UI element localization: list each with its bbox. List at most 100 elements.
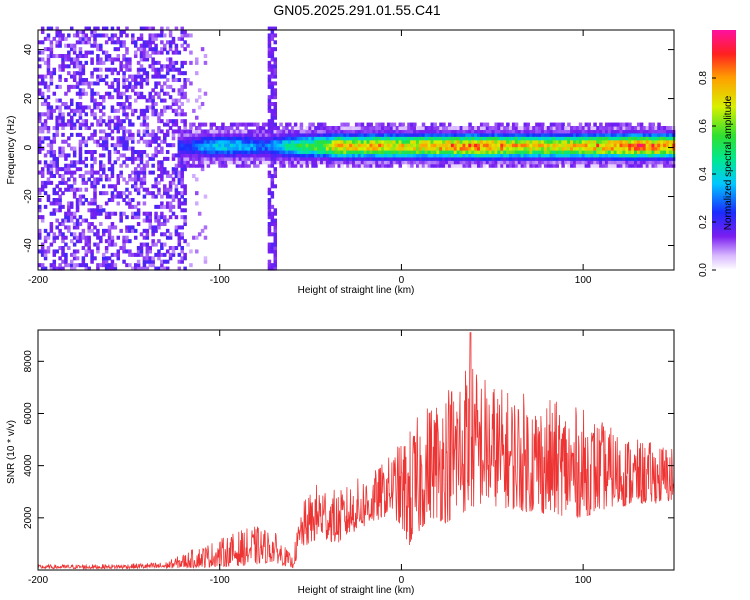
spectrogram-cell: [299, 132, 304, 137]
spectrogram-cell: [215, 150, 219, 155]
spectrogram-cell: [93, 98, 97, 103]
spectrogram-cell: [488, 139, 493, 144]
spectrogram-cell: [58, 222, 62, 227]
spectrogram-cell: [453, 132, 458, 137]
spectrogram-cell: [148, 43, 152, 48]
spectrogram-cell: [101, 146, 106, 151]
spectrogram-cell: [273, 252, 278, 257]
spectrogram-cell: [666, 126, 670, 131]
spectrogram-cell: [113, 143, 118, 148]
spectrogram-cell: [75, 108, 80, 113]
spectrogram-cell: [177, 150, 182, 155]
spectrogram-cell: [439, 132, 443, 137]
spectrogram-cell: [206, 129, 211, 134]
spectrogram-cell: [183, 132, 187, 137]
spectrogram-cell: [288, 136, 292, 141]
spectrogram-cell: [552, 122, 557, 127]
spectrogram-cell: [477, 132, 481, 137]
spectrogram-cell: [305, 163, 309, 168]
spectrogram-cell: [84, 60, 89, 65]
spectrogram-cell: [398, 143, 403, 148]
spectrogram-cell: [139, 150, 144, 155]
spectrogram-cell: [174, 232, 179, 237]
spectrogram-cell: [273, 222, 278, 227]
spectrogram-cell: [398, 132, 403, 137]
spectrogram-cell: [177, 67, 182, 72]
spectrogram-cell: [244, 143, 248, 148]
spectrogram-cell: [113, 122, 118, 127]
spectrogram-cell: [610, 146, 615, 151]
spectrogram-cell: [96, 249, 100, 254]
spectrogram-cell: [90, 201, 94, 206]
spectrogram-cell: [43, 252, 48, 257]
spectrogram-cell: [203, 160, 208, 165]
spectrogram-cell: [372, 132, 376, 137]
spectrogram-cell: [354, 153, 359, 158]
spectrogram-cell: [555, 139, 560, 144]
spectrogram-cell: [596, 163, 600, 168]
spectrogram-cell: [442, 156, 446, 161]
spectrogram-cell: [197, 105, 202, 110]
spectrogram-cell: [337, 146, 341, 151]
spectrogram-cell: [133, 40, 138, 45]
spectrogram-cell: [349, 132, 353, 137]
spectrogram-cell: [290, 146, 295, 151]
spectrogram-cell: [113, 88, 118, 93]
spectrogram-cell: [578, 143, 583, 148]
spectrogram-cell: [101, 33, 106, 38]
spectrogram-cell: [654, 136, 658, 141]
spectrogram-cell: [357, 139, 362, 144]
spectrogram-cell: [78, 36, 83, 41]
spectrogram-cell: [81, 232, 86, 237]
spectrogram-cell: [529, 129, 533, 134]
spectrogram-cell: [320, 129, 324, 134]
spectrogram-cell: [58, 153, 62, 158]
spectrogram-cell: [320, 156, 324, 161]
spectrogram-cell: [177, 174, 182, 179]
spectrogram-cell: [468, 153, 472, 158]
spectrogram-cell: [273, 102, 278, 107]
spectrogram-cell: [180, 191, 184, 196]
spectrogram-cell: [69, 84, 74, 89]
spectrogram-cell: [602, 150, 606, 155]
spectrogram-cell: [229, 129, 234, 134]
spectrogram-cell: [526, 126, 530, 131]
spectrogram-cell: [189, 129, 193, 134]
spectrogram-cell: [241, 150, 246, 155]
spectrogram-cell: [343, 156, 347, 161]
spectrogram-cell: [267, 98, 272, 103]
spectrogram-cell: [165, 266, 170, 271]
spectrogram-cell: [75, 225, 80, 230]
spectrogram-cell: [465, 126, 469, 131]
spectrogram-cell: [578, 156, 583, 161]
spectrogram-cell: [520, 156, 525, 161]
spectrogram-cell: [261, 150, 266, 155]
spectrogram-cell: [503, 126, 507, 131]
spectrogram-cell: [75, 60, 80, 65]
spectrogram-cell: [267, 136, 272, 141]
spectrogram-cell: [639, 122, 644, 127]
spectrogram-cell: [267, 187, 272, 192]
spectrogram-cell: [131, 78, 135, 83]
spectrogram-cell: [616, 122, 621, 127]
spectrogram-cell: [354, 143, 359, 148]
spectrogram-cell: [302, 139, 307, 144]
spectrogram-cell: [101, 98, 106, 103]
spectrogram-cell: [415, 139, 420, 144]
spectrogram-cell: [72, 108, 77, 113]
spectrogram-cell: [180, 201, 184, 206]
spectrogram-cell: [238, 160, 243, 165]
spectrogram-cell: [372, 143, 376, 148]
spectrogram-cell: [128, 81, 132, 86]
spectrogram-cell: [389, 139, 394, 144]
spectrogram-cell: [49, 263, 54, 268]
spectrogram-cell: [293, 129, 298, 134]
spectrogram-cell: [433, 163, 437, 168]
spectrogram-cell: [104, 67, 109, 72]
spectrogram-cell: [660, 146, 664, 151]
spectrogram-cell: [87, 177, 91, 182]
spectrogram-cell: [465, 146, 469, 151]
spectrogram-cell: [145, 74, 150, 79]
spectrogram-cell: [334, 156, 339, 161]
spectrogram-cell: [148, 36, 152, 41]
